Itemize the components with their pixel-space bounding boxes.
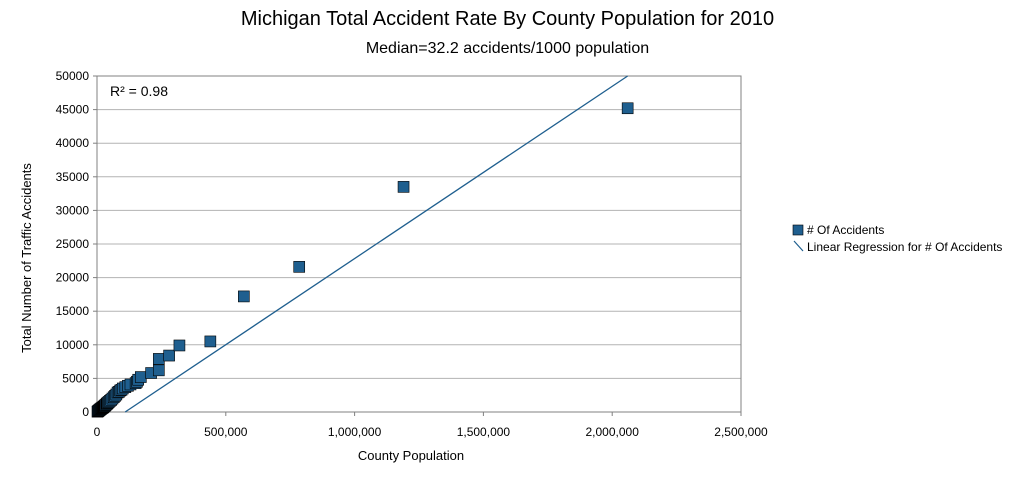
x-tick-label: 2,000,000 <box>586 425 640 439</box>
r-squared-annotation: R² = 0.98 <box>110 83 168 99</box>
x-tick-label: 1,000,000 <box>328 425 382 439</box>
y-tick-label: 45000 <box>56 103 90 117</box>
legend-label-regression: Linear Regression for # Of Accidents <box>807 240 1002 254</box>
data-point <box>153 364 165 377</box>
y-tick-label: 40000 <box>56 136 90 150</box>
data-points <box>91 102 634 418</box>
x-tick-label: 0 <box>94 425 101 439</box>
data-point <box>397 181 410 193</box>
data-point <box>134 371 147 383</box>
legend-marker-accidents <box>792 224 804 236</box>
x-axis-label: County Population <box>358 448 464 463</box>
y-tick-label: 0 <box>82 405 89 419</box>
y-tick-label: 15000 <box>56 304 90 318</box>
x-axis-ticks: 0 500,000 1,000,000 1,500,000 2,000,000 2,500… <box>94 412 768 439</box>
data-point <box>204 335 217 348</box>
y-tick-label: 20000 <box>56 271 90 285</box>
data-point <box>293 261 306 273</box>
y-tick-label: 35000 <box>56 170 90 184</box>
data-point <box>163 349 175 362</box>
legend-label-accidents: # Of Accidents <box>807 223 884 237</box>
legend-marker-regression <box>793 240 804 252</box>
x-tick-label: 2,500,000 <box>714 425 768 439</box>
y-tick-label: 25000 <box>56 237 90 251</box>
grid-lines <box>97 109 741 379</box>
data-point <box>621 102 634 115</box>
chart-title: Michigan Total Accident Rate By County P… <box>240 8 775 30</box>
data-point <box>238 290 250 303</box>
y-axis-label: Total Number of Traffic Accidents <box>19 163 34 353</box>
x-tick-label: 500,000 <box>204 425 248 439</box>
y-axis-ticks: 0 5000 10000 15000 20000 25000 30000 35000 40000… <box>56 69 97 419</box>
chart-subtitle: Median=32.2 accidents/1000 population <box>365 40 650 57</box>
x-tick-label: 1,500,000 <box>457 425 511 439</box>
data-point <box>173 339 186 352</box>
regression-line <box>124 75 629 413</box>
y-tick-label: 5000 <box>62 371 89 385</box>
legend: # Of Accidents Linear Regression for # O… <box>792 223 1002 254</box>
y-tick-label: 50000 <box>56 69 90 83</box>
y-tick-label: 30000 <box>56 203 90 217</box>
y-tick-label: 10000 <box>56 338 90 352</box>
data-point <box>153 353 165 365</box>
